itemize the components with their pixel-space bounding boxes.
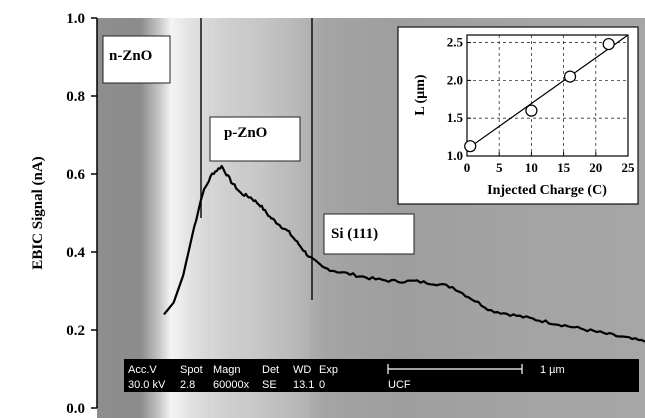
inset-fit-line [466,34,629,150]
ebic-signal-line [163,164,645,343]
inset-plot-area [466,34,629,157]
sem-header-label: Det [262,364,279,376]
y-tick-label: 0.2 [66,323,85,339]
region-label-text: p-ZnO [224,125,267,141]
inset-x-tick-label: 15 [557,160,571,175]
sem-value-label: 60000x [213,379,250,391]
sem-value-label: 0 [319,379,325,391]
sem-header-label: WD [293,364,311,376]
sem-value-label: 30.0 kV [128,379,166,391]
sem-value-label: 2.8 [180,379,195,391]
y-tick-label: 1.0 [66,11,85,27]
inset-y-label: L (µm) [413,74,428,115]
region-label-si: Si (111) [323,213,415,255]
region-label-n-zno: n-ZnO [102,35,171,84]
inset-data-point [602,37,615,51]
scale-bar-label: 1 µm [540,364,565,376]
inset-y-tick-label: 2.0 [447,72,463,87]
sem-header-label: Spot [180,364,203,376]
sem-header-label: Magn [213,364,241,376]
y-tick-label: 0.6 [66,167,85,183]
region-label-p-zno: p-ZnO [209,116,301,162]
y-tick-label: 0.4 [66,245,85,261]
sem-header-label: Acc.V [128,364,157,376]
sem-lab-label: UCF [388,379,411,391]
inset-x-tick-label: 5 [496,160,503,175]
y-tick-label: 0.0 [66,401,85,417]
region-label-text: n-ZnO [109,48,152,64]
sem-texture [210,18,310,418]
sem-header-label: Exp [319,364,338,376]
inset-y-tick-label: 1.0 [447,148,463,163]
inset-x-tick-label: 0 [464,160,471,175]
inset-x-label: Injected Charge (C) [487,183,607,198]
inset-plot: 0 5 10 15 20 25 1.0 1.5 2.0 2.5 Injected Charge (… [397,26,639,205]
sem-value-label: SE [262,379,277,391]
inset-y-tick-label: 1.5 [447,110,464,125]
inset-data-point [464,140,477,153]
inset-data-point [563,70,577,83]
inset-data-point [525,104,538,117]
sem-value-label: 13.1 [293,379,314,391]
inset-x-tick-label: 20 [589,160,602,175]
y-tick-label: 0.8 [66,89,85,105]
inset-x-tick-label: 10 [525,160,538,175]
inset-y-tick-label: 2.5 [447,35,464,50]
sem-info-bar: Acc.V Spot Magn Det WD Exp 30.0 kV 2.8 60000x SE… [124,359,639,392]
inset-x-tick-label: 25 [622,160,636,175]
region-label-text: Si (111) [331,226,378,242]
y-axis-label: EBIC Signal (nA) [30,156,46,269]
